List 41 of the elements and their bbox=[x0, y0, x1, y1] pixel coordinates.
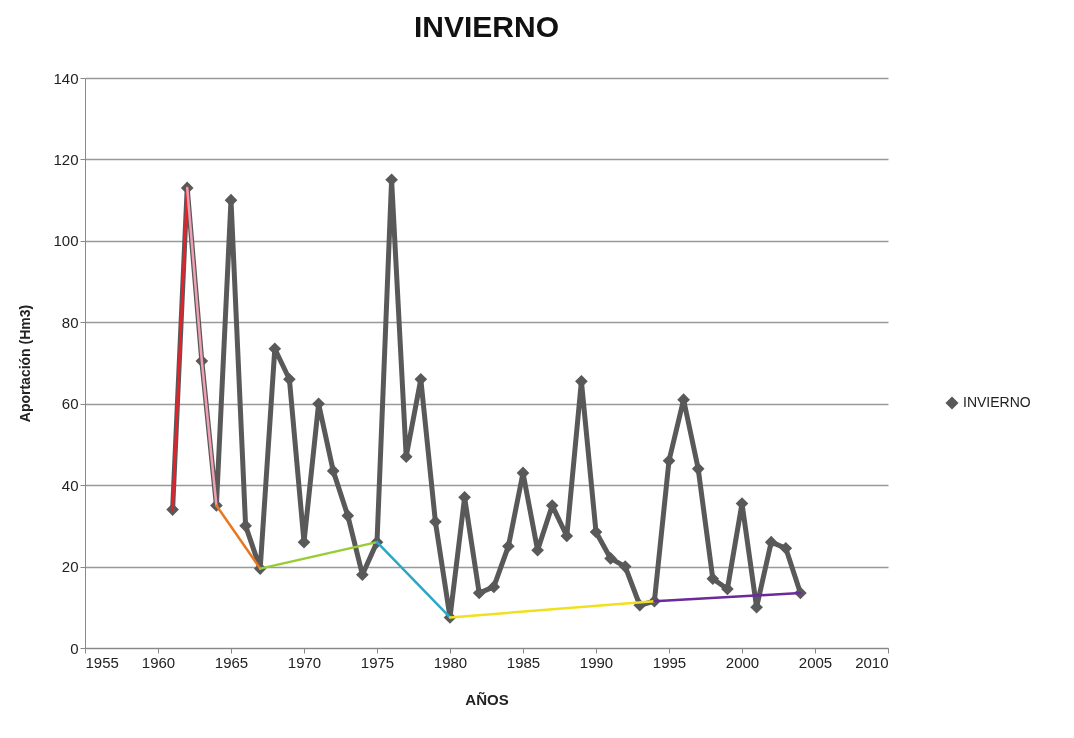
point bbox=[487, 580, 501, 594]
x-tick-label: 1970 bbox=[287, 653, 322, 671]
point bbox=[779, 541, 793, 555]
point bbox=[224, 193, 238, 207]
point bbox=[706, 572, 720, 586]
x-tick-label: 1995 bbox=[652, 653, 687, 671]
y-axis-title: Aportación (Hm3) bbox=[17, 304, 34, 423]
y-tick-label: 0 bbox=[70, 639, 79, 657]
point bbox=[764, 535, 778, 549]
y-tick-label: 120 bbox=[53, 150, 79, 168]
chart-title: INVIERNO bbox=[413, 10, 560, 43]
point bbox=[239, 519, 252, 533]
x-tick-label: 2000 bbox=[725, 653, 760, 671]
x-tick-label: 2005 bbox=[798, 653, 833, 671]
y-tick-label: 140 bbox=[53, 69, 79, 87]
x-axis-title: AÑOS bbox=[465, 690, 509, 708]
y-tick-label: 80 bbox=[61, 313, 79, 331]
y-tick-label: 100 bbox=[53, 232, 79, 250]
point bbox=[326, 464, 340, 478]
point bbox=[399, 450, 413, 463]
legend-label: INVIERNO bbox=[963, 394, 1031, 410]
point bbox=[341, 509, 355, 522]
x-tick-label: 1960 bbox=[141, 653, 176, 671]
y-tick-label: 60 bbox=[61, 395, 79, 413]
x-tick-label: 1975 bbox=[360, 653, 395, 671]
point bbox=[691, 462, 705, 476]
x-tick-label: 1980 bbox=[433, 653, 468, 671]
point bbox=[618, 560, 632, 573]
x-tick-label: 1965 bbox=[214, 653, 249, 671]
point bbox=[604, 552, 617, 565]
point bbox=[283, 372, 296, 386]
point bbox=[429, 515, 442, 529]
x-tick-label: 2010 bbox=[855, 653, 889, 671]
y-tick-label: 20 bbox=[61, 558, 79, 576]
y-tick-label: 40 bbox=[61, 476, 79, 494]
point bbox=[502, 539, 515, 553]
point bbox=[472, 586, 486, 600]
x-tick-label: 1985 bbox=[506, 653, 541, 671]
x-tick-label: 1990 bbox=[579, 653, 614, 671]
point bbox=[721, 582, 734, 596]
x-tick-label: 1955 bbox=[85, 653, 119, 671]
